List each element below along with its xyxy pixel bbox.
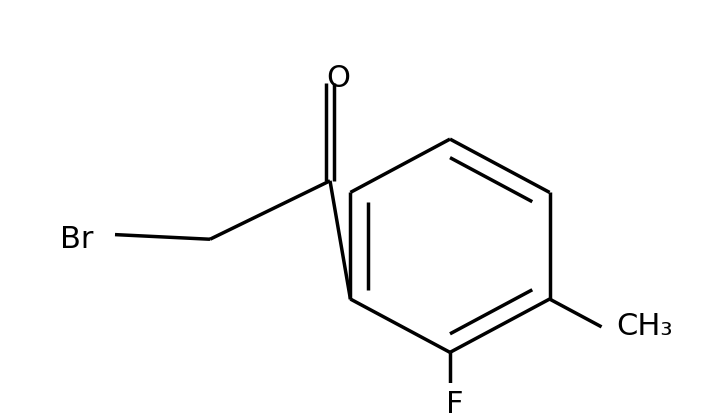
Text: O: O [326,64,350,93]
Text: CH₃: CH₃ [616,312,673,342]
Text: Br: Br [60,225,93,254]
Text: F: F [446,390,464,413]
